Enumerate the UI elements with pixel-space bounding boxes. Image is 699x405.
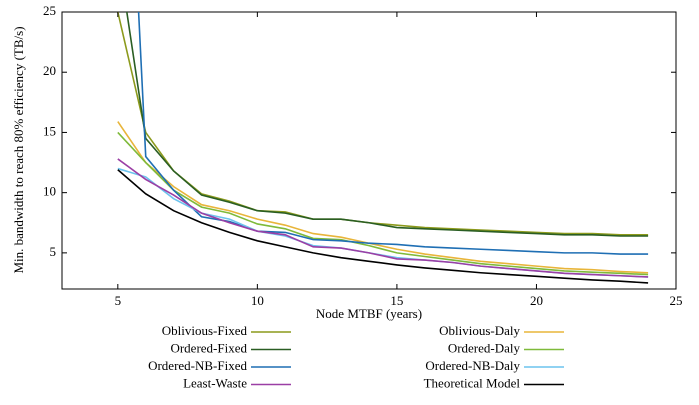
plot-lines [117, 12, 649, 284]
x-tick-label: 20 [530, 293, 543, 308]
y-tick-label: 5 [50, 244, 57, 259]
y-axis-label: Min. bandwidth to reach 80% efficiency (… [11, 26, 26, 273]
x-tick-label: 10 [251, 293, 264, 308]
plot-frame [61, 11, 677, 290]
series-line [117, 158, 649, 278]
series-line [117, 169, 649, 284]
legend-label: Ordered-Daly [448, 340, 521, 355]
legend-label: Oblivious-Fixed [162, 323, 248, 338]
legend-label: Theoretical Model [424, 375, 521, 390]
series-line [117, 167, 649, 278]
legend-label: Oblivious-Daly [439, 323, 520, 338]
series-line [117, 12, 649, 236]
series-line [117, 121, 649, 274]
legend-label: Ordered-NB-Fixed [148, 358, 247, 373]
series-line [137, 12, 649, 255]
y-tick-label: 25 [43, 3, 56, 18]
y-tick-label: 20 [43, 63, 56, 78]
x-tick-label: 15 [390, 293, 403, 308]
x-axis-label: Node MTBF (years) [316, 306, 422, 321]
legend-label: Ordered-NB-Daly [425, 358, 520, 373]
series-line [117, 131, 649, 276]
legend-label: Ordered-Fixed [170, 340, 247, 355]
y-tick-label: 10 [43, 184, 56, 199]
x-tick-label: 25 [670, 293, 683, 308]
y-tick-label: 15 [43, 123, 56, 138]
x-tick-label: 5 [115, 293, 122, 308]
legend-label: Least-Waste [183, 375, 247, 390]
series-line [126, 12, 649, 237]
